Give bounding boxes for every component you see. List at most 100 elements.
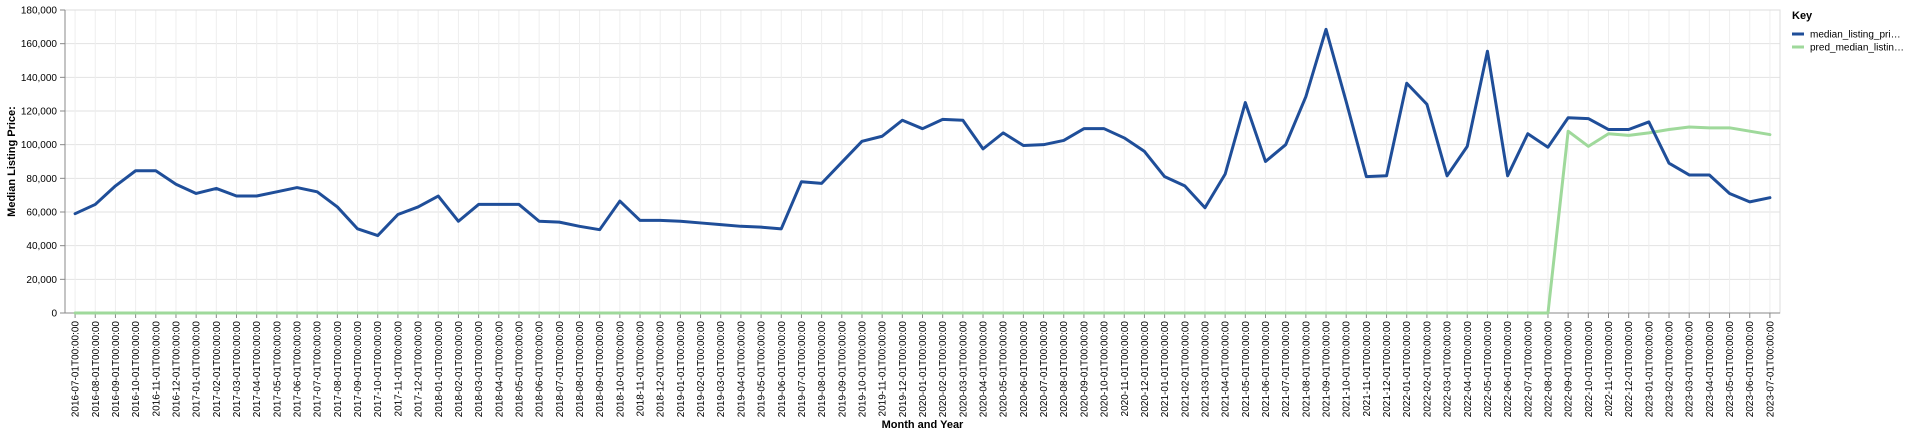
y-axis: 020,00040,00060,00080,000100,000120,0001…	[21, 6, 65, 320]
x-tick-label: 2023-03-01T00:00:00	[1685, 321, 1696, 418]
x-tick-label: 2019-05-01T00:00:00	[757, 321, 768, 418]
x-tick-label: 2017-09-01T00:00:00	[353, 321, 364, 418]
x-tick-label: 2018-06-01T00:00:00	[535, 321, 546, 418]
x-tick-label: 2022-02-01T00:00:00	[1422, 321, 1433, 418]
x-tick-label: 2016-12-01T00:00:00	[171, 321, 182, 418]
y-tick-label: 60,000	[26, 208, 57, 219]
x-tick-label: 2021-05-01T00:00:00	[1241, 321, 1252, 418]
x-tick-label: 2017-06-01T00:00:00	[293, 321, 304, 418]
x-tick-label: 2020-01-01T00:00:00	[918, 321, 929, 418]
legend-items: median_listing_pri… pred_median_listin…	[1792, 30, 1904, 54]
legend-label: pred_median_listin…	[1810, 43, 1904, 54]
x-tick-label: 2023-04-01T00:00:00	[1705, 321, 1716, 418]
x-tick-label: 2020-09-01T00:00:00	[1079, 321, 1090, 418]
x-tick-label: 2017-08-01T00:00:00	[333, 321, 344, 418]
x-tick-label: 2022-04-01T00:00:00	[1463, 321, 1474, 418]
legend-title: Key	[1792, 10, 1813, 22]
x-axis-title: Month and Year	[882, 419, 964, 431]
x-tick-label: 2020-04-01T00:00:00	[979, 321, 990, 418]
x-tick-label: 2022-10-01T00:00:00	[1584, 321, 1595, 418]
x-tick-label: 2021-06-01T00:00:00	[1261, 321, 1272, 418]
x-tick-label: 2019-02-01T00:00:00	[696, 321, 707, 418]
x-tick-label: 2020-11-01T00:00:00	[1120, 321, 1131, 417]
x-tick-label: 2018-11-01T00:00:00	[636, 321, 647, 417]
x-tick-label: 2022-09-01T00:00:00	[1564, 321, 1575, 418]
x-tick-label: 2017-02-01T00:00:00	[212, 321, 223, 418]
x-tick-label: 2022-07-01T00:00:00	[1523, 321, 1534, 418]
x-tick-label: 2017-01-01T00:00:00	[192, 321, 203, 418]
x-tick-label: 2021-01-01T00:00:00	[1160, 321, 1171, 418]
x-tick-label: 2018-02-01T00:00:00	[454, 321, 465, 418]
x-tick-label: 2017-12-01T00:00:00	[414, 321, 425, 418]
x-tick-label: 2020-10-01T00:00:00	[1100, 321, 1111, 418]
x-tick-label: 2021-08-01T00:00:00	[1301, 321, 1312, 418]
x-tick-label: 2019-08-01T00:00:00	[817, 321, 828, 418]
x-tick-label: 2022-01-01T00:00:00	[1402, 321, 1413, 418]
y-tick-label: 160,000	[21, 39, 58, 50]
y-tick-label: 80,000	[26, 174, 57, 185]
x-tick-label: 2016-10-01T00:00:00	[131, 321, 142, 418]
y-axis-title: Median Listing Price:	[6, 106, 18, 217]
x-tick-label: 2021-03-01T00:00:00	[1200, 321, 1211, 418]
x-tick-label: 2022-03-01T00:00:00	[1443, 321, 1454, 418]
y-tick-label: 40,000	[26, 241, 57, 252]
x-tick-label: 2021-09-01T00:00:00	[1322, 321, 1333, 418]
x-tick-label: 2018-10-01T00:00:00	[615, 321, 626, 418]
x-tick-label: 2023-07-01T00:00:00	[1765, 321, 1776, 418]
x-tick-label: 2020-02-01T00:00:00	[938, 321, 949, 418]
x-tick-label: 2018-12-01T00:00:00	[656, 321, 667, 418]
x-tick-label: 2017-04-01T00:00:00	[252, 321, 263, 418]
x-tick-label: 2016-11-01T00:00:00	[151, 321, 162, 417]
x-tick-label: 2018-08-01T00:00:00	[575, 321, 586, 418]
legend: Key median_listing_pri… pred_median_listi…	[1792, 10, 1904, 54]
x-tick-label: 2021-12-01T00:00:00	[1382, 321, 1393, 418]
x-tick-label: 2021-02-01T00:00:00	[1180, 321, 1191, 418]
x-tick-label: 2019-12-01T00:00:00	[898, 321, 909, 418]
x-tick-label: 2022-06-01T00:00:00	[1503, 321, 1514, 418]
x-tick-label: 2021-11-01T00:00:00	[1362, 321, 1373, 417]
x-tick-label: 2019-11-01T00:00:00	[878, 321, 889, 417]
x-tick-label: 2016-07-01T00:00:00	[71, 321, 82, 418]
x-tick-label: 2023-06-01T00:00:00	[1745, 321, 1756, 418]
x-tick-label: 2017-07-01T00:00:00	[313, 321, 324, 418]
x-tick-label: 2019-07-01T00:00:00	[797, 321, 808, 418]
x-tick-label: 2022-11-01T00:00:00	[1604, 321, 1615, 417]
x-tick-label: 2022-12-01T00:00:00	[1624, 321, 1635, 418]
x-tick-label: 2022-05-01T00:00:00	[1483, 321, 1494, 418]
x-tick-label: 2021-10-01T00:00:00	[1342, 321, 1353, 418]
x-tick-label: 2018-05-01T00:00:00	[514, 321, 525, 418]
x-tick-label: 2017-05-01T00:00:00	[272, 321, 283, 418]
x-tick-label: 2023-02-01T00:00:00	[1665, 321, 1676, 418]
x-tick-label: 2023-01-01T00:00:00	[1644, 321, 1655, 418]
x-tick-label: 2018-09-01T00:00:00	[595, 321, 606, 418]
y-tick-label: 140,000	[21, 73, 58, 84]
x-tick-label: 2017-11-01T00:00:00	[393, 321, 404, 417]
x-tick-label: 2018-04-01T00:00:00	[494, 321, 505, 418]
y-tick-label: 180,000	[21, 6, 58, 17]
y-tick-label: 120,000	[21, 107, 58, 118]
x-tick-label: 2020-08-01T00:00:00	[1059, 321, 1070, 418]
x-tick-label: 2019-03-01T00:00:00	[716, 321, 727, 418]
x-tick-label: 2017-03-01T00:00:00	[232, 321, 243, 418]
x-tick-label: 2016-09-01T00:00:00	[111, 321, 122, 418]
x-tick-label: 2023-05-01T00:00:00	[1725, 321, 1736, 418]
x-tick-label: 2017-10-01T00:00:00	[373, 321, 384, 418]
x-tick-label: 2020-06-01T00:00:00	[1019, 321, 1030, 418]
x-tick-label: 2020-03-01T00:00:00	[958, 321, 969, 418]
x-tick-label: 2020-12-01T00:00:00	[1140, 321, 1151, 418]
x-tick-label: 2018-07-01T00:00:00	[555, 321, 566, 418]
x-tick-label: 2019-04-01T00:00:00	[736, 321, 747, 418]
x-tick-label: 2019-09-01T00:00:00	[837, 321, 848, 418]
x-tick-label: 2018-03-01T00:00:00	[474, 321, 485, 418]
y-tick-label: 0	[51, 309, 57, 320]
y-tick-label: 100,000	[21, 140, 58, 151]
x-tick-label: 2020-05-01T00:00:00	[999, 321, 1010, 418]
x-tick-label: 2020-07-01T00:00:00	[1039, 321, 1050, 418]
x-tick-label: 2019-01-01T00:00:00	[676, 321, 687, 418]
x-tick-label: 2018-01-01T00:00:00	[434, 321, 445, 418]
x-tick-label: 2019-10-01T00:00:00	[857, 321, 868, 418]
legend-label: median_listing_pri…	[1810, 30, 1901, 41]
